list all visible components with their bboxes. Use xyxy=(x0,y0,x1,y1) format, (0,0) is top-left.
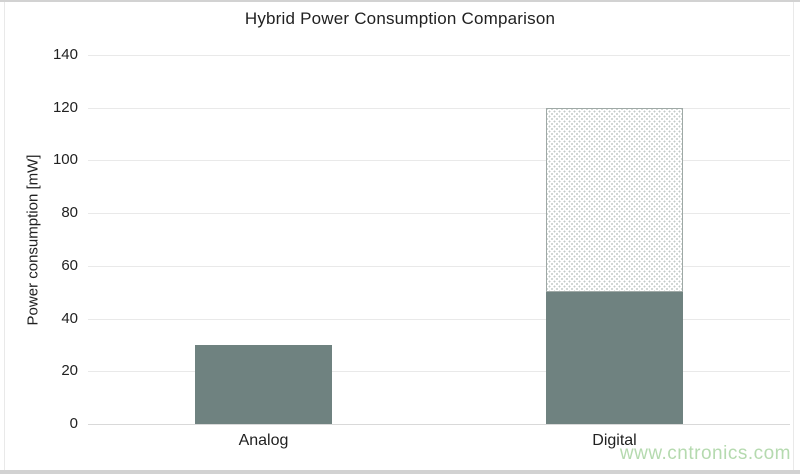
bar-segment-digital-solid xyxy=(546,292,683,424)
y-tick-label: 20 xyxy=(61,362,78,380)
x-category-label: Digital xyxy=(592,432,637,449)
y-tick-label: 40 xyxy=(61,309,78,327)
y-tick-label: 120 xyxy=(52,98,78,116)
gridline xyxy=(88,265,790,267)
plot-area xyxy=(88,55,790,425)
frame-left-border xyxy=(4,2,5,470)
gridline xyxy=(88,160,790,162)
y-tick-label: 100 xyxy=(52,151,78,169)
gridline xyxy=(88,318,790,320)
chart-title: Hybrid Power Consumption Comparison xyxy=(244,9,556,28)
watermark: www.cntronics.com xyxy=(619,443,791,464)
y-axis-title: Power consumption [mW] xyxy=(24,154,42,326)
y-tick-label: 140 xyxy=(52,46,78,63)
y-tick-label: 60 xyxy=(61,256,78,274)
frame-right-border xyxy=(793,2,794,470)
gridline xyxy=(88,55,790,56)
frame-top-border xyxy=(0,0,800,2)
frame-bottom-border xyxy=(0,470,800,474)
bar-segment-digital-dotted xyxy=(546,107,683,293)
bar-segment-analog-solid xyxy=(195,344,332,424)
y-tick-label: 80 xyxy=(61,204,78,222)
gridline xyxy=(88,107,790,109)
gridline xyxy=(88,371,790,373)
gridline xyxy=(88,213,790,215)
y-tick-label: 0 xyxy=(69,415,78,432)
x-category-label: Analog xyxy=(238,432,289,449)
